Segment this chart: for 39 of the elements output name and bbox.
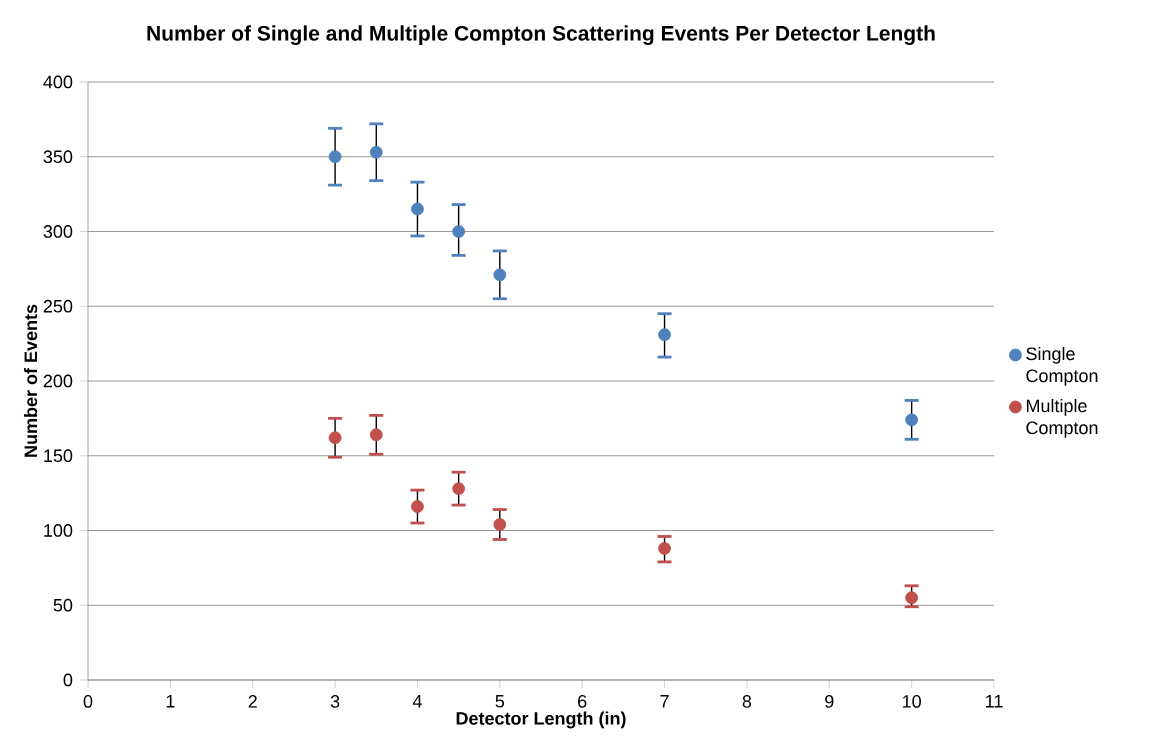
point xyxy=(452,482,466,496)
chart-title: Number of Single and Multiple Compton Scattering Events Per Detector Length xyxy=(147,25,935,45)
point xyxy=(328,431,342,445)
y-tick-label: 400 xyxy=(43,75,73,89)
y-tick-label: 350 xyxy=(43,150,73,164)
point xyxy=(658,542,671,555)
x-tick-label: 3 xyxy=(330,695,340,708)
x-axis-title: Detector Length (in) xyxy=(456,711,626,729)
x-tick-label: 5 xyxy=(495,695,505,708)
y-tick-label: 0 xyxy=(63,673,73,687)
x-tick-label: 2 xyxy=(248,695,257,708)
y-tick-label: 200 xyxy=(43,374,73,388)
x-tick-label: 0 xyxy=(83,695,93,708)
x-tick-label: 11 xyxy=(986,695,1003,708)
y-tick-label: 150 xyxy=(44,449,73,463)
point xyxy=(411,500,424,513)
x-tick-label: 10 xyxy=(903,695,921,708)
x-tick-label: 8 xyxy=(742,695,752,708)
y-tick-label: 100 xyxy=(44,524,73,537)
x-tick-label: 4 xyxy=(412,695,422,708)
point xyxy=(369,428,383,442)
y-tick-label: 250 xyxy=(43,299,73,313)
y-axis-title: Number of Events xyxy=(23,304,38,457)
point xyxy=(493,518,507,531)
point xyxy=(452,225,466,238)
point xyxy=(493,268,507,282)
point xyxy=(411,202,424,216)
x-tick-label: 1 xyxy=(166,695,175,708)
x-tick-label: 7 xyxy=(660,695,669,708)
y-tick-label: 300 xyxy=(43,225,73,238)
point xyxy=(905,413,919,427)
legend-label: Single Compton xyxy=(1026,346,1098,386)
y-tick-label: 50 xyxy=(53,598,73,612)
x-tick-label: 9 xyxy=(825,695,834,708)
point xyxy=(369,145,383,159)
x-tick-label: 6 xyxy=(578,695,587,708)
legend-label: Multiple Compton xyxy=(1026,398,1098,438)
point xyxy=(328,150,342,164)
point xyxy=(658,328,671,342)
